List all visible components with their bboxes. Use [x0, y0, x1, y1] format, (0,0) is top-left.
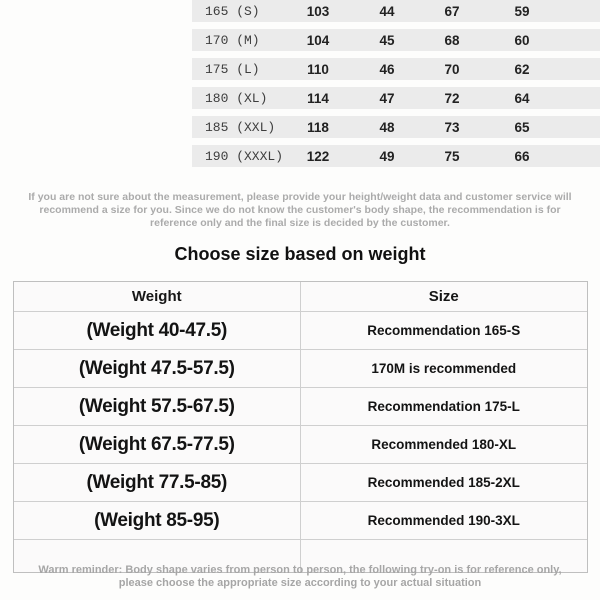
measurement-value: 45: [379, 32, 395, 48]
weight-range: (Weight 57.5-67.5): [14, 388, 301, 425]
disclaimer-line: recommend a size for you. Since we do no…: [39, 204, 561, 216]
warm-reminder: Warm reminder: Body shape varies from pe…: [0, 564, 600, 590]
measurement-value: 48: [379, 119, 395, 135]
reminder-line: please choose the appropriate size accor…: [118, 577, 482, 589]
size-recommendation: 170M is recommended: [300, 350, 587, 387]
measurement-value: 104: [306, 32, 330, 48]
disclaimer-line: reference only and the final size is dec…: [150, 217, 450, 229]
table-row: (Weight 67.5-77.5) Recommended 180-XL: [14, 426, 587, 464]
measurement-value: 47: [379, 90, 395, 106]
size-recommendation: Recommended 190-3XL: [300, 502, 587, 539]
table-row: 180 (XL) 114 47 72 64: [192, 87, 600, 109]
size-recommendation: Recommended 185-2XL: [300, 464, 587, 501]
measurement-value: 64: [514, 90, 530, 106]
size-label: 170 (M): [205, 32, 260, 48]
weight-range: (Weight 77.5-85): [14, 464, 301, 501]
size-column-header: Size: [300, 282, 587, 311]
size-label: 185 (XXL): [205, 119, 276, 135]
measurement-value: 44: [379, 3, 395, 19]
size-recommendation: Recommendation 175-L: [300, 388, 587, 425]
measurement-value: 70: [444, 61, 460, 77]
measurement-value: 103: [306, 3, 330, 19]
table-row: (Weight 85-95) Recommended 190-3XL: [14, 502, 587, 540]
size-label: 175 (L): [205, 61, 260, 77]
disclaimer-line: If you are not sure about the measuremen…: [28, 191, 572, 203]
table-row: (Weight 77.5-85) Recommended 185-2XL: [14, 464, 587, 502]
table-row: 170 (M) 104 45 68 60: [192, 29, 600, 51]
weight-recommendation-table: Weight Size (Weight 40-47.5) Recommendat…: [13, 281, 588, 573]
size-label: 165 (S): [205, 3, 260, 19]
measurement-value: 73: [444, 119, 460, 135]
table-row: (Weight 57.5-67.5) Recommendation 175-L: [14, 388, 587, 426]
weight-range: (Weight 40-47.5): [14, 312, 301, 349]
measurement-value: 46: [379, 61, 395, 77]
measurement-value: 72: [444, 90, 460, 106]
table-header-row: Weight Size: [14, 282, 587, 312]
measurement-value: 60: [514, 32, 530, 48]
measurement-value: 118: [307, 119, 329, 135]
measurement-value: 65: [514, 119, 530, 135]
measurement-value: 59: [514, 3, 530, 19]
measurement-value: 49: [379, 148, 395, 164]
measurement-value: 67: [444, 3, 460, 19]
measurement-disclaimer: If you are not sure about the measuremen…: [0, 191, 600, 230]
page-title: Choose size based on weight: [174, 244, 426, 264]
weight-column-header: Weight: [14, 282, 301, 311]
size-recommendation: Recommendation 165-S: [300, 312, 587, 349]
measurement-value: 68: [444, 32, 460, 48]
table-row: (Weight 47.5-57.5) 170M is recommended: [14, 350, 587, 388]
table-row: (Weight 40-47.5) Recommendation 165-S: [14, 312, 587, 350]
measurement-value: 75: [444, 148, 460, 164]
size-label: 190 (XXXL): [205, 148, 284, 164]
weight-range: (Weight 47.5-57.5): [14, 350, 301, 387]
measurement-value: 114: [307, 90, 329, 106]
table-row: 175 (L) 110 46 70 62: [192, 58, 600, 80]
table-empty-row: [14, 540, 587, 572]
table-row: 185 (XXL) 118 48 73 65: [192, 116, 600, 138]
reminder-line: Warm reminder: Body shape varies from pe…: [38, 564, 562, 576]
table-row: 165 (S) 103 44 67 59: [192, 0, 600, 22]
weight-range: (Weight 67.5-77.5): [14, 426, 301, 463]
size-label: 180 (XL): [205, 90, 268, 106]
measurement-value: 110: [307, 61, 329, 77]
weight-range: (Weight 85-95): [14, 502, 301, 539]
measurement-value: 62: [514, 61, 530, 77]
table-row: 190 (XXXL) 122 49 75 66: [192, 145, 600, 167]
measurement-table: 165 (S) 103 44 67 59 170 (M) 104 45 68 6…: [192, 0, 600, 174]
measurement-value: 122: [306, 148, 330, 164]
measurement-value: 66: [514, 148, 530, 164]
size-recommendation: Recommended 180-XL: [300, 426, 587, 463]
